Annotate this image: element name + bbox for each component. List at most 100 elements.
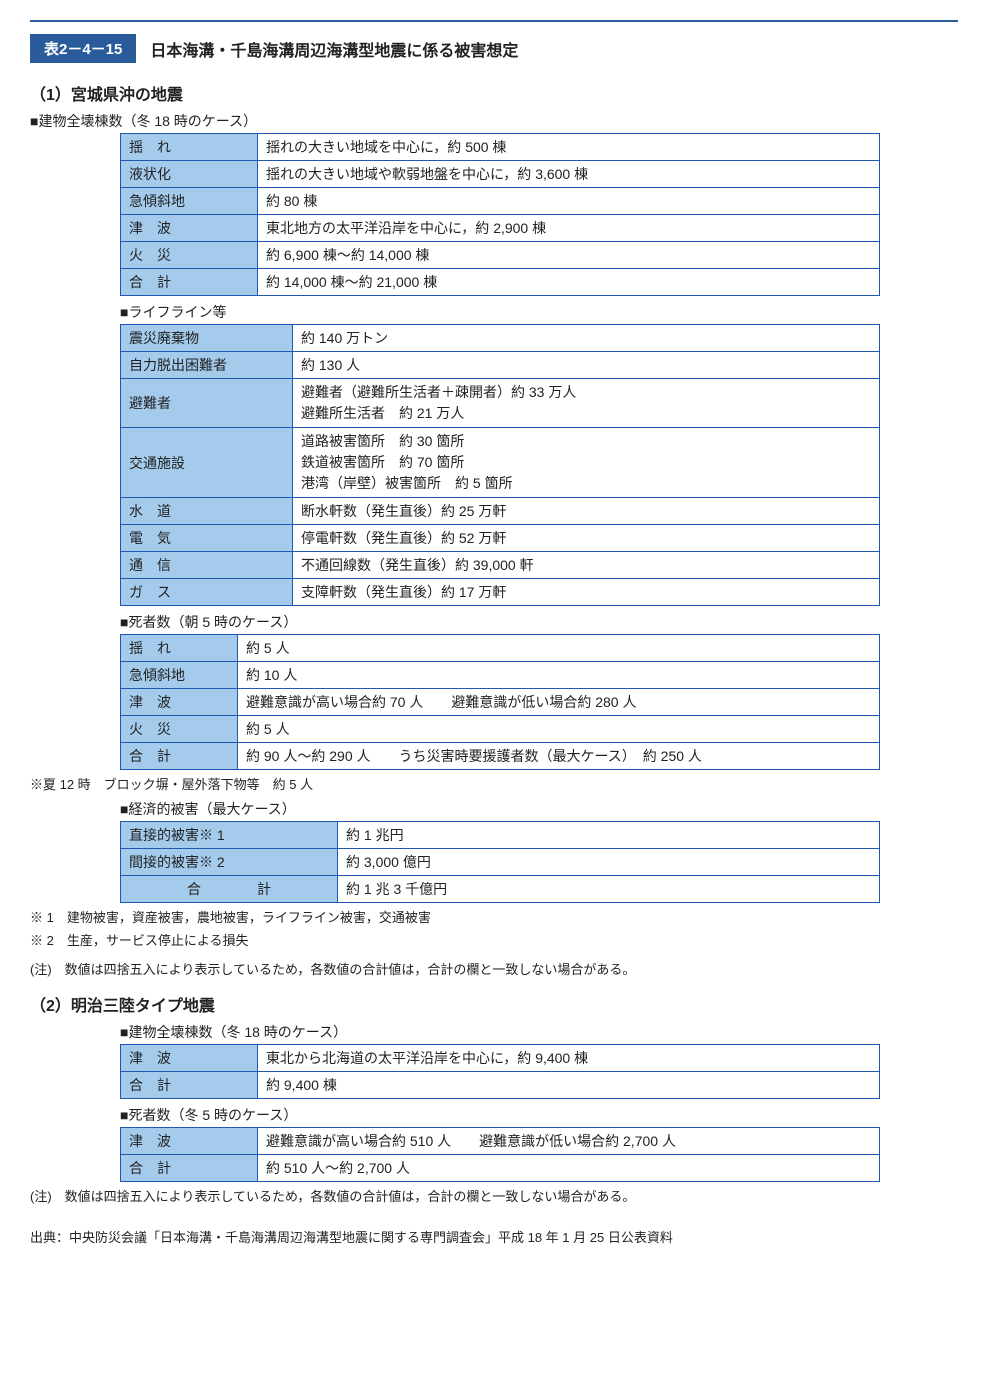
- row-header: 合 計: [121, 269, 258, 296]
- row-header: 震災廃棄物: [121, 325, 293, 352]
- row-header: 揺 れ: [121, 134, 258, 161]
- row-value: 約 3,000 億円: [338, 849, 880, 876]
- row-header: 液状化: [121, 161, 258, 188]
- s1-t4-note3: (注) 数値は四捨五入により表示しているため，各数値の合計値は，合計の欄と一致し…: [30, 959, 958, 978]
- row-value: 約 14,000 棟～約 21,000 棟: [258, 269, 880, 296]
- table-row: 間接的被害※ 2約 3,000 億円: [121, 849, 880, 876]
- table-row: 津 波避難意識が高い場合約 70 人 避難意識が低い場合約 280 人: [121, 689, 880, 716]
- row-value: 約 1 兆 3 千億円: [338, 876, 880, 903]
- row-value: 停電軒数（発生直後）約 52 万軒: [293, 525, 880, 552]
- row-value: 避難意識が高い場合約 510 人 避難意識が低い場合約 2,700 人: [258, 1128, 880, 1155]
- line: 鉄道被害箇所 約 70 箇所: [301, 454, 464, 470]
- s2-t1-label: ■建物全壊棟数（冬 18 時のケース）: [120, 1022, 958, 1042]
- row-value: 約 140 万トン: [293, 325, 880, 352]
- row-header: 急傾斜地: [121, 662, 238, 689]
- s1-table4-economic: 直接的被害※ 1約 1 兆円 間接的被害※ 2約 3,000 億円 合 計約 1…: [120, 821, 880, 903]
- row-header: 合 計: [121, 743, 238, 770]
- line: 道路被害箇所 約 30 箇所: [301, 433, 464, 449]
- row-header: 直接的被害※ 1: [121, 822, 338, 849]
- s1-table1-buildings: 揺 れ揺れの大きい地域を中心に，約 500 棟 液状化揺れの大きい地域や軟弱地盤…: [120, 133, 880, 296]
- row-value: 約 9,400 棟: [258, 1072, 880, 1099]
- row-header: 火 災: [121, 242, 258, 269]
- row-header: 急傾斜地: [121, 188, 258, 215]
- table-row: 合 計約 510 人～約 2,700 人: [121, 1155, 880, 1182]
- source-citation: 出典：中央防災会議「日本海溝・千島海溝周辺海溝型地震に関する専門調査会」平成 1…: [30, 1227, 958, 1246]
- table-row: 通 信不通回線数（発生直後）約 39,000 軒: [121, 552, 880, 579]
- s1-t4-note1: ※ 1 建物被害，資産被害，農地被害，ライフライン被害，交通被害: [30, 907, 958, 926]
- s1-t4-note2: ※ 2 生産，サービス停止による損失: [30, 930, 958, 949]
- row-value: 約 1 兆円: [338, 822, 880, 849]
- row-header: 津 波: [121, 215, 258, 242]
- row-value: 約 90 人～約 290 人 うち災害時要援護者数（最大ケース） 約 250 人: [238, 743, 880, 770]
- table-row: 水 道断水軒数（発生直後）約 25 万軒: [121, 498, 880, 525]
- row-value: 約 6,900 棟～約 14,000 棟: [258, 242, 880, 269]
- row-header: 通 信: [121, 552, 293, 579]
- row-header: 電 気: [121, 525, 293, 552]
- row-value: 不通回線数（発生直後）約 39,000 軒: [293, 552, 880, 579]
- s2-t2-label: ■死者数（冬 5 時のケース）: [120, 1105, 958, 1125]
- s2-table1-buildings: 津 波東北から北海道の太平洋沿岸を中心に，約 9,400 棟 合 計約 9,40…: [120, 1044, 880, 1099]
- row-header: 自力脱出困難者: [121, 352, 293, 379]
- table-row: 津 波避難意識が高い場合約 510 人 避難意識が低い場合約 2,700 人: [121, 1128, 880, 1155]
- s1-t3-label: ■死者数（朝 5 時のケース）: [120, 612, 958, 632]
- table-row: 火 災約 6,900 棟～約 14,000 棟: [121, 242, 880, 269]
- title-text: 日本海溝・千島海溝周辺海溝型地震に係る被害想定: [150, 37, 518, 61]
- row-header: 避難者: [121, 379, 293, 428]
- table-row: 急傾斜地約 10 人: [121, 662, 880, 689]
- table-row: 合 計約 1 兆 3 千億円: [121, 876, 880, 903]
- table-row: 火 災約 5 人: [121, 716, 880, 743]
- row-header: 津 波: [121, 1045, 258, 1072]
- s1-t2-label: ■ライフライン等: [120, 302, 958, 322]
- table-row: 津 波東北から北海道の太平洋沿岸を中心に，約 9,400 棟: [121, 1045, 880, 1072]
- row-header: 揺 れ: [121, 635, 238, 662]
- section2-heading: （2）明治三陸タイプ地震: [30, 992, 958, 1016]
- row-header: 間接的被害※ 2: [121, 849, 338, 876]
- row-header: 水 道: [121, 498, 293, 525]
- row-header: 合 計: [121, 1155, 258, 1182]
- row-value: 避難意識が高い場合約 70 人 避難意識が低い場合約 280 人: [238, 689, 880, 716]
- row-header: 津 波: [121, 689, 238, 716]
- row-header: 交通施設: [121, 428, 293, 498]
- section1-heading: （1）宮城県沖の地震: [30, 81, 958, 105]
- row-value: 支障軒数（発生直後）約 17 万軒: [293, 579, 880, 606]
- table-row: 合 計約 14,000 棟～約 21,000 棟: [121, 269, 880, 296]
- s1-table3-deaths: 揺 れ約 5 人 急傾斜地約 10 人 津 波避難意識が高い場合約 70 人 避…: [120, 634, 880, 770]
- table-row: 避難者避難者（避難所生活者＋疎開者）約 33 万人避難所生活者 約 21 万人: [121, 379, 880, 428]
- line: 避難者（避難所生活者＋疎開者）約 33 万人: [301, 384, 576, 400]
- row-value: 東北地方の太平洋沿岸を中心に，約 2,900 棟: [258, 215, 880, 242]
- table-row: 交通施設道路被害箇所 約 30 箇所鉄道被害箇所 約 70 箇所港湾（岸壁）被害…: [121, 428, 880, 498]
- table-row: 急傾斜地約 80 棟: [121, 188, 880, 215]
- row-value: 道路被害箇所 約 30 箇所鉄道被害箇所 約 70 箇所港湾（岸壁）被害箇所 約…: [293, 428, 880, 498]
- row-value: 避難者（避難所生活者＋疎開者）約 33 万人避難所生活者 約 21 万人: [293, 379, 880, 428]
- row-value: 揺れの大きい地域を中心に，約 500 棟: [258, 134, 880, 161]
- row-value: 断水軒数（発生直後）約 25 万軒: [293, 498, 880, 525]
- s1-t3-note: ※夏 12 時 ブロック塀・屋外落下物等 約 5 人: [30, 774, 958, 793]
- s2-table2-deaths: 津 波避難意識が高い場合約 510 人 避難意識が低い場合約 2,700 人 合…: [120, 1127, 880, 1182]
- row-value: 東北から北海道の太平洋沿岸を中心に，約 9,400 棟: [258, 1045, 880, 1072]
- s2-note: (注) 数値は四捨五入により表示しているため，各数値の合計値は，合計の欄と一致し…: [30, 1186, 958, 1205]
- row-header: 合 計: [121, 1072, 258, 1099]
- s1-table2-lifeline: 震災廃棄物約 140 万トン 自力脱出困難者約 130 人 避難者避難者（避難所…: [120, 324, 880, 606]
- row-value: 約 130 人: [293, 352, 880, 379]
- row-value: 約 510 人～約 2,700 人: [258, 1155, 880, 1182]
- table-row: 液状化揺れの大きい地域や軟弱地盤を中心に，約 3,600 棟: [121, 161, 880, 188]
- row-header: 合 計: [121, 876, 338, 903]
- row-header: 火 災: [121, 716, 238, 743]
- table-row: 合 計約 90 人～約 290 人 うち災害時要援護者数（最大ケース） 約 25…: [121, 743, 880, 770]
- s1-t1-label: ■建物全壊棟数（冬 18 時のケース）: [30, 111, 958, 131]
- table-row: 揺 れ揺れの大きい地域を中心に，約 500 棟: [121, 134, 880, 161]
- row-value: 約 5 人: [238, 716, 880, 743]
- row-value: 約 5 人: [238, 635, 880, 662]
- table-row: 揺 れ約 5 人: [121, 635, 880, 662]
- row-header: ガ ス: [121, 579, 293, 606]
- top-rule: [30, 20, 958, 22]
- title-badge: 表2－4－15: [30, 34, 136, 63]
- table-row: 津 波東北地方の太平洋沿岸を中心に，約 2,900 棟: [121, 215, 880, 242]
- table-row: 直接的被害※ 1約 1 兆円: [121, 822, 880, 849]
- line: 避難所生活者 約 21 万人: [301, 405, 464, 421]
- title-row: 表2－4－15 日本海溝・千島海溝周辺海溝型地震に係る被害想定: [30, 34, 958, 63]
- row-value: 揺れの大きい地域や軟弱地盤を中心に，約 3,600 棟: [258, 161, 880, 188]
- table-row: 自力脱出困難者約 130 人: [121, 352, 880, 379]
- row-value: 約 80 棟: [258, 188, 880, 215]
- table-row: ガ ス支障軒数（発生直後）約 17 万軒: [121, 579, 880, 606]
